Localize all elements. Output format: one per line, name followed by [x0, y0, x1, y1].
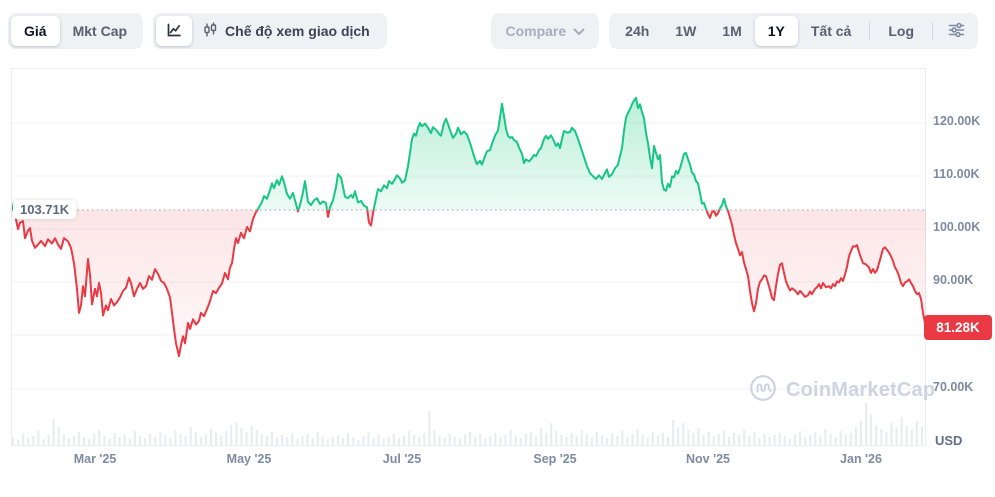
x-tick-label: Mar '25 — [73, 452, 117, 466]
range-selector: 24h 1W 1M 1Y Tất cả Log — [609, 13, 978, 49]
range-1y[interactable]: 1Y — [754, 16, 798, 46]
chart-settings-button[interactable] — [938, 16, 975, 46]
toolbar-right: Compare 24h 1W 1M 1Y Tất cả Log — [491, 13, 978, 49]
range-1w[interactable]: 1W — [662, 16, 709, 46]
trading-view-mode-label: Chế độ xem giao dịch — [225, 23, 370, 39]
view-mode-toggle: Chế độ xem giao dịch — [153, 13, 387, 49]
x-tick-label: May '25 — [226, 452, 272, 466]
tab-price[interactable]: Giá — [11, 16, 60, 46]
x-tick-label: Jan '26 — [840, 452, 882, 466]
sliders-icon — [947, 21, 966, 42]
chart-plot-area[interactable] — [11, 68, 926, 446]
divider — [932, 22, 933, 40]
price-chart — [12, 96, 926, 445]
compare-label: Compare — [505, 23, 567, 39]
y-tick-label: 90.00K — [933, 273, 974, 287]
candlestick-icon — [202, 21, 218, 42]
divider — [869, 22, 871, 40]
log-scale-button[interactable]: Log — [875, 16, 927, 46]
line-chart-icon — [165, 21, 183, 42]
range-1m[interactable]: 1M — [709, 16, 754, 46]
metric-toggle: Giá Mkt Cap — [8, 13, 144, 49]
last-price-badge: 81.28K — [924, 315, 992, 340]
y-tick-label: 70.00K — [933, 380, 974, 394]
x-tick-label: Sep '25 — [533, 452, 577, 466]
range-24h[interactable]: 24h — [612, 16, 662, 46]
chevron-down-icon — [573, 23, 585, 39]
trading-view-mode-button[interactable]: Chế độ xem giao dịch — [192, 21, 384, 42]
x-tick-label: Nov '25 — [686, 452, 730, 466]
y-tick-label: 100.00K — [933, 220, 981, 234]
range-all[interactable]: Tất cả — [798, 16, 864, 46]
line-chart-view-button[interactable] — [156, 16, 193, 46]
y-axis-unit-label: USD — [935, 433, 963, 448]
y-tick-label: 120.00K — [933, 114, 981, 128]
compare-button[interactable]: Compare — [491, 13, 600, 49]
tab-mkt-cap[interactable]: Mkt Cap — [60, 16, 140, 46]
x-tick-label: Jul '25 — [382, 452, 422, 466]
y-tick-label: 110.00K — [933, 167, 980, 181]
toolbar: Giá Mkt Cap — [8, 13, 978, 49]
baseline-price-label: 103.71K — [13, 200, 77, 219]
